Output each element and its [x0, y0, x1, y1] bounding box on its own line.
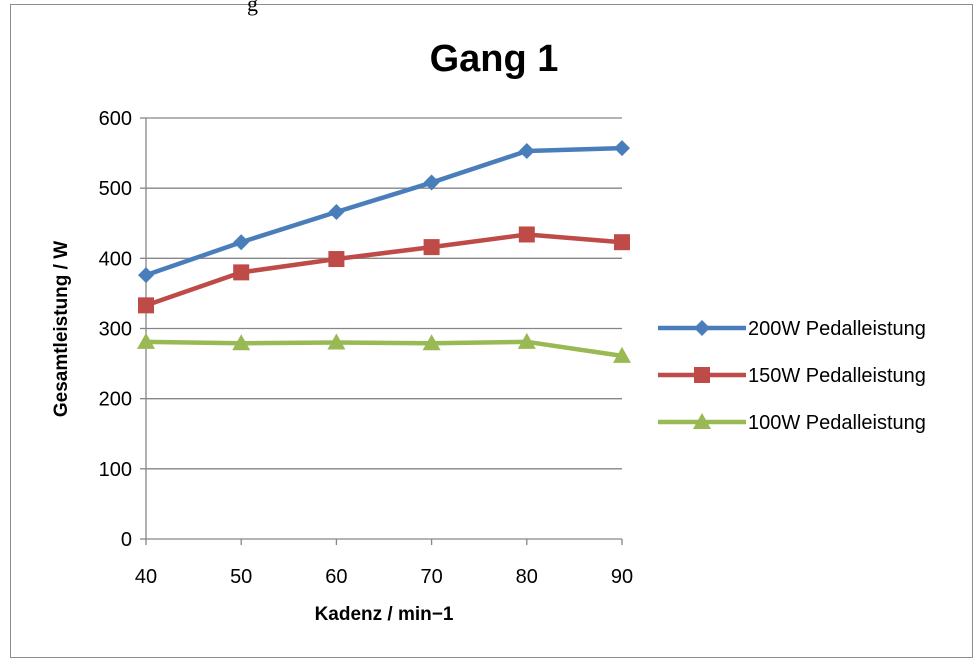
data-point-1-40 [138, 267, 154, 284]
data-point-3-90 [613, 346, 631, 363]
series-1 [138, 140, 630, 284]
legend-item-1: 200W Pedalleistung [658, 318, 926, 340]
data-point-3-40 [137, 332, 155, 349]
series-line-2 [145, 232, 623, 308]
y-axis-ticks: 0 100 200 300 400 500 600 [99, 108, 146, 551]
gridlines [145, 117, 622, 540]
data-point-2-90 [614, 234, 630, 251]
legend-marker-3 [693, 413, 711, 429]
series-group [137, 140, 631, 363]
series-2 [138, 226, 630, 314]
data-point-2-70 [423, 239, 440, 256]
data-point-2-80 [518, 226, 535, 243]
x-axis-ticks: 40 50 60 70 80 90 [135, 539, 633, 588]
y-tick-label-300: 300 [99, 319, 132, 341]
x-tick-label-60: 60 [325, 566, 347, 588]
legend-marker-1 [694, 320, 710, 336]
clipped-text-fragment: g [247, 0, 258, 16]
data-point-3-80 [517, 332, 536, 349]
series-line-1 [145, 145, 623, 278]
legend-label-2: 150W Pedalleistung [748, 365, 926, 387]
data-point-3-60 [327, 333, 346, 350]
legend-item-2: 150W Pedalleistung [658, 365, 926, 387]
legend: 200W Pedalleistung 150W Pedalleistung 100W… [658, 318, 926, 434]
y-tick-label-400: 400 [99, 248, 132, 270]
data-point-2-40 [138, 297, 154, 314]
legend-label-3: 100W Pedalleistung [748, 412, 926, 434]
x-tick-label-70: 70 [420, 566, 442, 588]
chart-area: g [10, 0, 973, 658]
x-tick-label-80: 80 [516, 566, 538, 588]
data-point-1-80 [518, 142, 535, 159]
data-point-1-50 [233, 234, 250, 251]
y-tick-label-0: 0 [121, 529, 132, 551]
x-tick-label-40: 40 [135, 566, 157, 588]
y-tick-label-600: 600 [99, 108, 132, 130]
y-tick-label-500: 500 [99, 178, 132, 200]
x-tick-label-50: 50 [230, 566, 252, 588]
x-axis-title: Kadenz / min−1 [315, 604, 454, 625]
data-point-3-50 [232, 334, 251, 351]
series-line-3 [145, 339, 623, 359]
data-point-1-70 [423, 174, 440, 191]
legend-label-1: 200W Pedalleistung [748, 318, 926, 340]
data-point-1-90 [614, 140, 630, 157]
x-tick-label-90: 90 [611, 566, 633, 588]
chart-title: Gang 1 [430, 38, 559, 80]
data-point-3-70 [422, 334, 441, 351]
legend-item-3: 100W Pedalleistung [658, 412, 926, 434]
legend-marker-2 [694, 367, 710, 383]
y-tick-label-100: 100 [99, 459, 132, 481]
data-point-2-60 [328, 251, 345, 268]
y-tick-label-200: 200 [99, 389, 132, 411]
series-3 [137, 332, 631, 363]
data-point-1-60 [328, 204, 345, 221]
y-axis-title: Gesamtleistung / W [51, 241, 72, 417]
data-point-2-50 [233, 264, 250, 281]
